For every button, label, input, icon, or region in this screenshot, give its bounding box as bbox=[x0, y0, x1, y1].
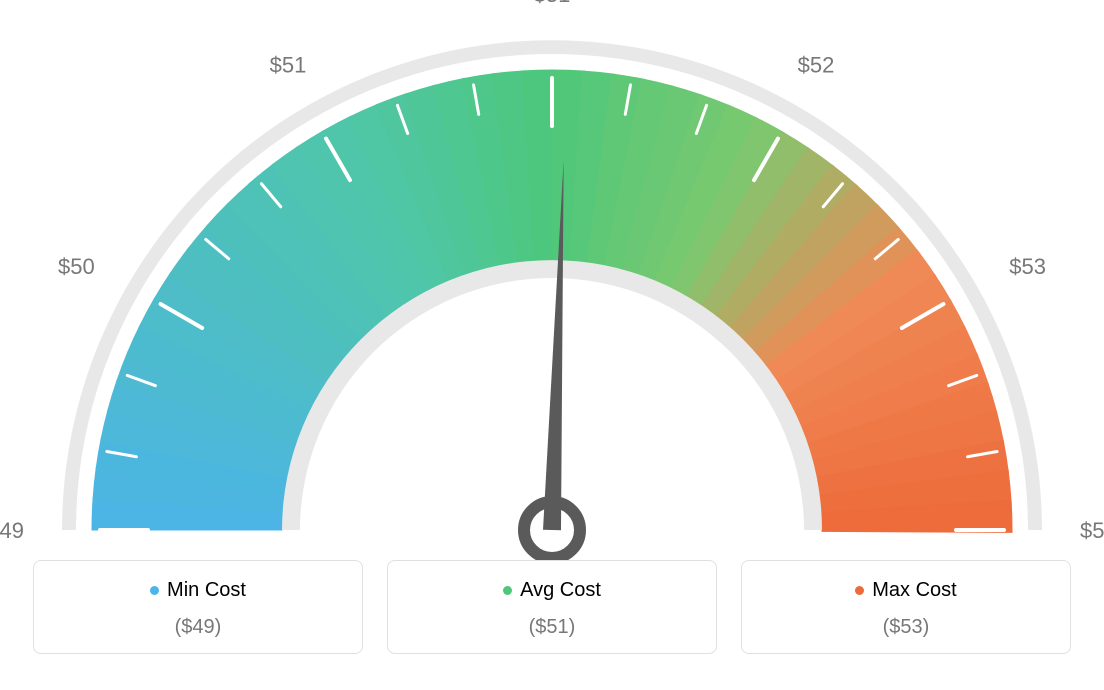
gauge-tick-label: $51 bbox=[534, 0, 571, 7]
legend-card-avg: Avg Cost ($51) bbox=[387, 560, 717, 654]
legend-dot-avg bbox=[503, 586, 512, 595]
legend-value-min: ($49) bbox=[44, 616, 352, 639]
gauge-svg: $49 $50 $51 $51 $52 $53 $53 bbox=[0, 0, 1104, 560]
legend-card-min: Min Cost ($49) bbox=[33, 560, 363, 654]
legend-dot-max bbox=[855, 586, 864, 595]
legend-card-max: Max Cost ($53) bbox=[741, 560, 1071, 654]
legend-label-max: Max Cost bbox=[872, 579, 956, 602]
gauge-tick-label: $52 bbox=[798, 53, 835, 78]
legend-title-avg: Avg Cost bbox=[503, 579, 601, 602]
gauge-tick-label: $50 bbox=[58, 254, 95, 279]
legend-title-max: Max Cost bbox=[855, 579, 956, 602]
legend-row: Min Cost ($49) Avg Cost ($51) Max Cost (… bbox=[0, 560, 1104, 654]
legend-dot-min bbox=[150, 586, 159, 595]
legend-label-avg: Avg Cost bbox=[520, 579, 601, 602]
gauge-tick-label: $53 bbox=[1009, 254, 1046, 279]
legend-value-avg: ($51) bbox=[398, 616, 706, 639]
gauge-tick-label: $51 bbox=[270, 53, 307, 78]
legend-value-max: ($53) bbox=[752, 616, 1060, 639]
legend-label-min: Min Cost bbox=[167, 579, 246, 602]
gauge-chart: $49 $50 $51 $51 $52 $53 $53 bbox=[0, 0, 1104, 560]
legend-title-min: Min Cost bbox=[150, 579, 246, 602]
gauge-tick-label: $53 bbox=[1080, 518, 1104, 543]
gauge-tick-label: $49 bbox=[0, 518, 24, 543]
